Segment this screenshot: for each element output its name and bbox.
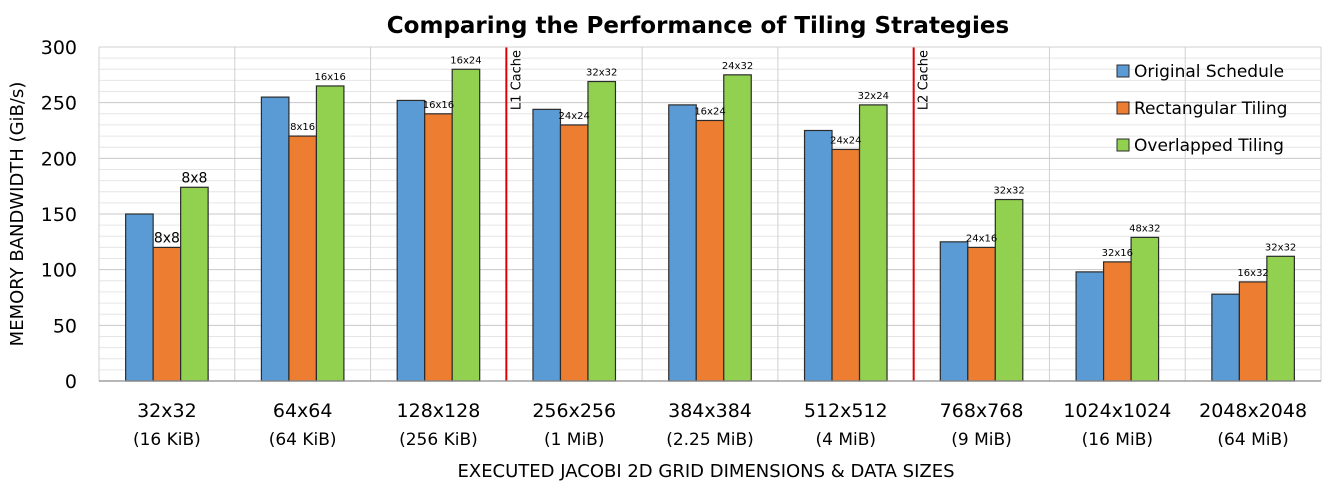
bar-data-label: 32x24	[858, 91, 889, 102]
bar-1-32x32	[125, 213, 154, 382]
x-tick-label: 2048x2048	[1199, 400, 1307, 422]
bar-data-label: 16x32	[1237, 268, 1268, 279]
bar-2-1024x1024	[1102, 261, 1132, 382]
x-tick-label: 32x32	[137, 400, 197, 422]
bar-data-label: 8x8	[181, 170, 207, 186]
bar-3-128x128	[451, 68, 481, 382]
legend-swatch	[1116, 138, 1130, 152]
x-tick-sublabel: (256 KiB)	[399, 430, 478, 450]
x-tick-sublabel: (64 KiB)	[269, 430, 337, 450]
legend-swatch	[1116, 101, 1130, 115]
bar-2-512x512	[831, 148, 861, 382]
x-tick-sublabel: (64 MiB)	[1217, 430, 1288, 450]
x-tick-sublabel: (16 MiB)	[1082, 430, 1153, 450]
bar-3-512x512	[858, 104, 888, 382]
bar-1-1024x1024	[1075, 271, 1105, 382]
bar-3-32x32	[180, 186, 209, 382]
y-tick-label: 50	[53, 315, 77, 337]
y-tick-label: 0	[65, 371, 77, 393]
bar-data-label: 32x16	[1102, 248, 1133, 259]
bar-data-label: 8x8	[154, 230, 180, 246]
bar-3-1024x1024	[1130, 236, 1160, 382]
x-tick-sublabel: (9 MiB)	[951, 430, 1012, 450]
legend-label: Original Schedule	[1134, 62, 1284, 82]
legend: Original Schedule Rectangular Tiling Overl…	[1116, 62, 1287, 156]
bar-2-2048x2048	[1238, 281, 1268, 382]
x-tick-sublabel: (1 MiB)	[544, 430, 605, 450]
y-tick-label: 200	[41, 148, 77, 170]
legend-label: Overlapped Tiling	[1134, 136, 1284, 156]
bar-1-512x512	[803, 129, 833, 382]
bar-2-64x64	[288, 135, 318, 382]
bar-2-32x32	[152, 246, 182, 382]
bar-data-label: 16x16	[423, 100, 454, 111]
x-tick-sublabel: (16 KiB)	[133, 430, 201, 450]
x-tick-label: 768x768	[940, 400, 1024, 422]
bar-data-label: 24x24	[830, 135, 861, 146]
x-tick-sublabel: (4 MiB)	[816, 430, 877, 450]
y-tick-label: 100	[41, 260, 77, 282]
bar-2-768x768	[967, 246, 996, 382]
bar-data-label: 16x24	[450, 55, 481, 66]
bar-data-label: 8x16	[290, 122, 315, 133]
bar-data-label: 24x16	[966, 233, 997, 244]
bar-1-128x128	[396, 99, 426, 382]
x-tick-label: 384x384	[668, 400, 752, 422]
bars	[125, 68, 1295, 382]
chart-title: Comparing the Performance of Tiling Stra…	[387, 13, 1009, 39]
x-tick-sublabel: (2.25 MiB)	[666, 430, 754, 450]
data-labels: 8x8 8x16 16x16 24x24 16x24 24x24 24x16 32x16 16x…	[154, 55, 1296, 279]
y-tick-label: 250	[41, 93, 77, 115]
y-tick-label: 150	[41, 204, 77, 226]
legend-swatch	[1116, 64, 1130, 78]
x-axis-title: EXECUTED JACOBI 2D GRID DIMENSIONS & DAT…	[457, 461, 954, 482]
y-axis-title: MEMORY BANDWIDTH (GiB/s)	[7, 82, 28, 347]
bar-data-label: 24x24	[559, 111, 590, 122]
bar-1-384x384	[668, 104, 697, 382]
bar-data-label: 32x32	[993, 186, 1024, 197]
bar-1-768x768	[939, 241, 969, 382]
bar-1-2048x2048	[1211, 293, 1240, 382]
x-tick-label: 64x64	[273, 400, 333, 422]
x-tick-label: 1024x1024	[1063, 400, 1171, 422]
bar-2-256x256	[559, 124, 589, 382]
x-tick-label: 512x512	[804, 400, 888, 422]
y-tick-label: 300	[41, 37, 77, 59]
bar-3-768x768	[994, 198, 1024, 382]
axes: 0 50 100 150 200 250 300 32x32 (16 KiB) 64x64 (64 …	[41, 37, 1321, 450]
cache-markers: L1 Cache L2 Cache	[505, 47, 932, 381]
legend-label: Rectangular Tiling	[1134, 99, 1287, 119]
bar-1-256x256	[532, 108, 562, 382]
bar-1-64x64	[260, 96, 290, 382]
bar-3-64x64	[315, 85, 345, 382]
bar-data-label: 24x32	[722, 61, 753, 72]
bar-data-label: 32x32	[586, 68, 617, 79]
bar-data-label: 16x16	[314, 72, 345, 83]
bar-3-256x256	[587, 80, 617, 382]
cache-marker-label: L1 Cache	[509, 50, 524, 110]
bar-data-label: 48x32	[1129, 223, 1160, 234]
bar-3-384x384	[723, 74, 752, 382]
bar-3-2048x2048	[1266, 255, 1295, 382]
x-tick-label: 256x256	[532, 400, 616, 422]
cache-marker-label: L2 Cache	[917, 50, 932, 110]
bar-data-label: 16x24	[694, 106, 725, 117]
bar-2-384x384	[695, 119, 725, 382]
bar-2-128x128	[424, 113, 453, 382]
bar-data-label: 32x32	[1265, 242, 1296, 253]
x-tick-label: 128x128	[397, 400, 481, 422]
